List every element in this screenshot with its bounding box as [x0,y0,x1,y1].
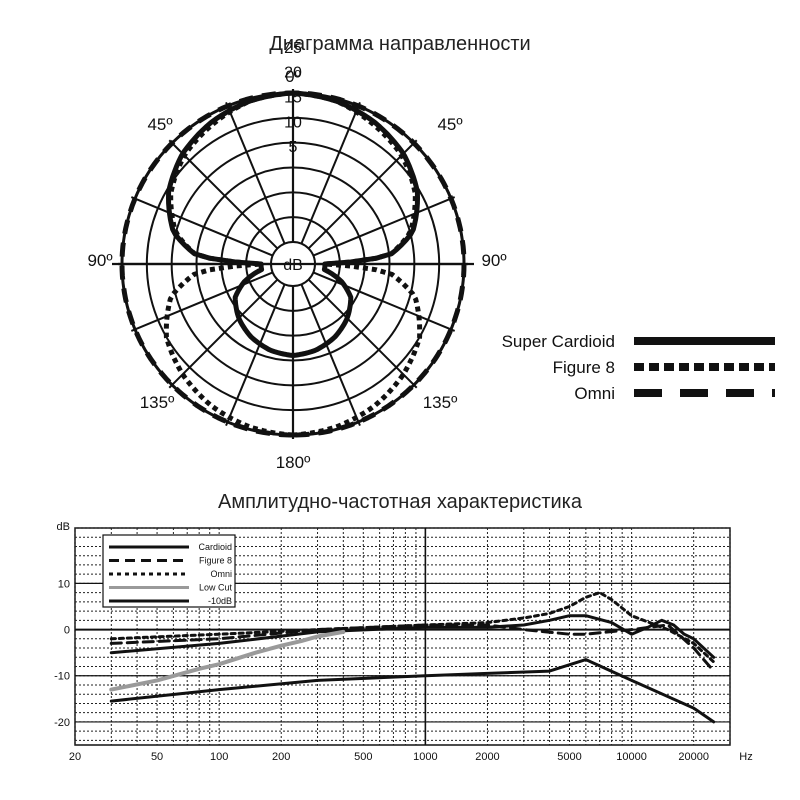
polar-radial-label: 10 [284,114,302,131]
freq-series--10db [109,658,716,724]
polar-spoke [300,101,361,245]
freq-legend-label: -10dB [208,596,232,606]
polar-spoke [130,271,274,332]
freq-legend-label: Cardioid [198,542,232,552]
polar-legend: Super Cardioid Figure 8 Omni [502,332,775,403]
polar-spoke [130,196,274,257]
polar-series-figure-8 [163,90,423,438]
freq-series-low-cut [109,629,346,692]
polar-angle-label: 180º [276,453,311,472]
polar-spoke [225,283,286,427]
polar-angle-label: 90º [87,251,112,270]
polar-radial-label: 20 [284,65,302,82]
polar-angle-label: 45º [437,115,462,134]
x-tick-label: 20 [69,751,81,763]
polar-radial-label: dB [283,257,303,274]
polar-title: Диаграмма направленности [269,33,530,55]
polar-spoke [168,139,279,250]
polar-legend-label: Omni [574,384,615,403]
x-tick-label: 50 [151,751,163,763]
y-tick-label: -10 [54,671,70,683]
freq-series-omni [109,591,716,664]
polar-angle-label: 135º [423,393,458,412]
polar-series-omni [119,90,467,438]
polar-angle-label: 135º [140,393,175,412]
polar-angle-label: 0º [285,67,301,86]
y-tick-label: -20 [54,717,70,729]
freq-legend-label: Figure 8 [199,556,232,566]
polar-angle-label: 45º [147,115,172,134]
x-tick-label: 100 [210,751,228,763]
polar-spoke [225,101,286,245]
polar-legend-label: Figure 8 [553,358,615,377]
polar-radial-label: 5 [289,139,298,156]
x-tick-label: 10000 [616,751,647,763]
polar-spoke [312,271,456,332]
freq-series-cardioid [109,614,716,659]
x-tick-label: 20000 [678,751,709,763]
y-axis-label: dB [57,521,70,533]
polar-spoke [312,196,456,257]
freq-legend-label: Omni [210,569,232,579]
polar-spoke [307,278,418,389]
polar-spoke [300,283,361,427]
freq-title: Амплитудно-частотная характеристика [218,491,583,513]
polar-angle-label: 90º [481,251,506,270]
x-axis-unit: Hz [739,751,752,763]
x-tick-label: 1000 [413,751,437,763]
polar-legend-label: Super Cardioid [502,332,615,351]
y-tick-label: 0 [64,625,70,637]
x-tick-label: 2000 [475,751,499,763]
x-tick-label: 5000 [557,751,581,763]
x-tick-label: 200 [272,751,290,763]
polar-spoke [168,278,279,389]
freq-legend-label: Low Cut [199,583,233,593]
polar-spoke [307,139,418,250]
freq-series-figure-8 [109,623,716,673]
x-tick-label: 500 [354,751,372,763]
polar-radial-label: 25 [284,40,302,57]
y-tick-label: 10 [58,578,70,590]
